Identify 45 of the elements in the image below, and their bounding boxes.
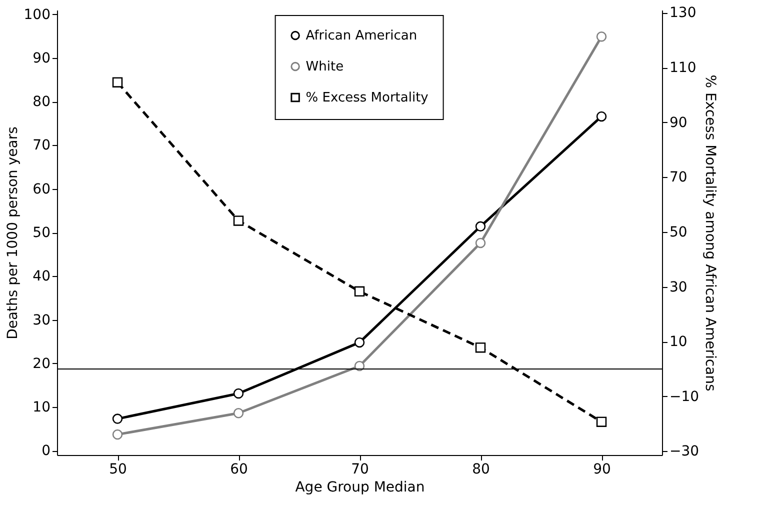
point [596,111,607,122]
y-tick-label: 30 [32,312,50,328]
point [233,216,244,226]
y2-tick-label: 130 [670,5,696,22]
y-tick-label: 50 [32,225,50,241]
y-tick-label: 90 [32,50,50,66]
y2-axis-title: % Excess Mortality among African Americans [702,74,718,392]
y-tick-label: 60 [32,181,50,198]
point [112,414,123,424]
point [596,32,607,42]
x-tick-label: 60 [230,462,248,478]
y2-tick-label: 30 [670,279,688,296]
y2-tick-label: 110 [670,60,696,76]
point [596,416,607,427]
y-tick-label: 10 [32,400,50,416]
legend-label: % Excess Mortality [306,90,429,106]
legend-label: African American [306,28,418,44]
point [112,429,123,440]
point [475,221,486,232]
y2-tick-label: 70 [670,170,688,186]
y2-tick-label: −10 [670,388,700,405]
x-tick-label: 70 [351,462,369,478]
point [354,337,365,348]
point [475,238,486,248]
point [354,286,365,297]
y2-tick-label: 10 [670,334,688,350]
legend-label: White [306,60,344,74]
y-tick-label: 70 [32,138,50,154]
point [233,388,244,399]
y-tick-label: 20 [32,356,50,372]
x-axis-title: Age Group Median [295,480,425,496]
y-tick-label: 80 [32,94,50,110]
y2-tick-label: −30 [670,444,700,460]
point [112,77,123,88]
point [233,408,244,418]
x-tick-label: 90 [593,462,611,478]
point [475,342,486,353]
y-tick-label: 40 [32,268,50,285]
y2-tick-label: 50 [670,224,688,240]
y-axis-title: Deaths per 1000 person years [4,126,21,340]
x-tick-label: 80 [472,462,490,478]
y-tick-label: 100 [24,6,50,23]
x-tick-label: 50 [109,462,127,478]
y-tick-label: 0 [42,443,50,460]
y2-tick-label: 90 [670,114,688,131]
